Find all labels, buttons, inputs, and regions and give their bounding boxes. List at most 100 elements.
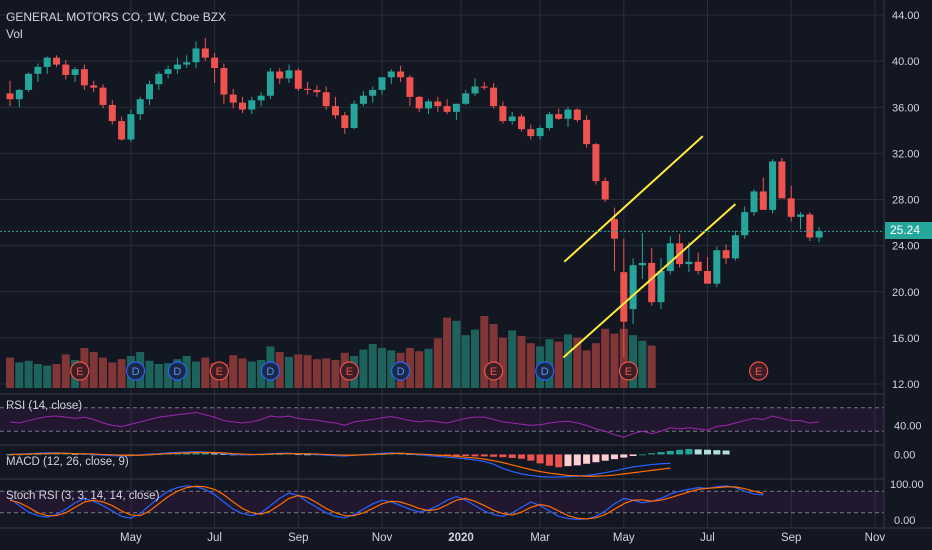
price-tick-label: 20.00 <box>892 287 920 299</box>
channel-lines[interactable] <box>562 135 737 359</box>
earnings-marker: E <box>484 361 504 381</box>
stoch-label: Stoch RSI (3, 3, 14, 14, close) <box>6 490 160 502</box>
candle-body <box>266 71 274 96</box>
candle-body <box>815 231 823 238</box>
marker-label: D <box>173 366 181 378</box>
candle-body <box>545 114 553 129</box>
time-tick-label: May <box>120 532 142 544</box>
candle-body <box>192 48 200 63</box>
candle <box>685 242 693 273</box>
volume-bar <box>15 362 24 388</box>
volume-bar <box>647 345 656 388</box>
indicator-panes <box>0 393 932 520</box>
candle-body <box>583 119 591 145</box>
marker-label: D <box>541 366 549 378</box>
volume-bar <box>424 348 433 388</box>
volume-bar <box>378 348 386 388</box>
time-tick-label: Sep <box>781 532 801 544</box>
macd-histogram-bar <box>694 449 702 455</box>
rsi-line <box>9 411 820 438</box>
volume-bar <box>591 343 600 388</box>
candle <box>229 88 237 109</box>
candle <box>490 83 498 109</box>
volume-bar <box>303 355 312 388</box>
volume-bar <box>452 320 461 388</box>
candle-body <box>25 73 33 90</box>
volume-bar <box>489 324 498 388</box>
marker-circle <box>391 361 411 381</box>
volume-bar <box>471 329 479 388</box>
candle-body <box>518 116 525 130</box>
marker-circle <box>618 361 639 381</box>
volume-bar <box>33 364 42 388</box>
candle-body <box>741 212 749 236</box>
macd-histogram-bar <box>471 454 479 457</box>
time-tick-label: 2020 <box>448 532 474 544</box>
macd-histogram-bar <box>592 454 600 463</box>
candle <box>778 157 786 199</box>
candle <box>90 80 98 93</box>
candle-body <box>285 70 293 79</box>
price-tick-label: 24.00 <box>892 241 920 253</box>
candle-body <box>90 85 98 88</box>
candle-body <box>99 87 107 105</box>
candle-body <box>118 121 126 140</box>
candle-body <box>425 101 432 109</box>
candle-body <box>173 64 181 70</box>
candle <box>499 101 507 124</box>
candle-body <box>276 71 284 79</box>
time-tick-label: Mar <box>530 532 550 544</box>
candle-body <box>248 100 256 110</box>
candle <box>378 77 386 95</box>
candle <box>359 91 367 107</box>
marker-label: D <box>266 366 274 378</box>
candle-body <box>53 57 60 65</box>
volume-bar <box>526 343 535 388</box>
volume-bar <box>24 360 33 388</box>
price-tick-label: 16.00 <box>892 333 920 345</box>
candle <box>592 142 600 185</box>
macd-histogram-bar <box>53 453 60 455</box>
candle-body <box>759 191 767 210</box>
candle-body <box>573 109 581 120</box>
macd-histogram-bar <box>499 454 507 458</box>
candle-body <box>406 77 414 97</box>
price-axis: 44.00 40.00 36.00 32.00 28.00 24.00 20.00 16.00… <box>883 0 932 550</box>
candle-body <box>694 261 702 271</box>
price-candles[interactable] <box>6 38 823 358</box>
macd-histogram-bar <box>480 454 488 457</box>
marker-label: D <box>132 366 140 378</box>
volume-bar <box>238 358 247 388</box>
volume-bar <box>108 362 117 388</box>
price-tick-label: 36.00 <box>892 102 920 114</box>
candle <box>350 100 358 130</box>
candle <box>127 109 135 142</box>
candle <box>108 100 116 125</box>
volume-bar <box>154 364 163 388</box>
volume-label: Vol <box>6 27 23 41</box>
macd-histogram-bar <box>192 452 200 455</box>
candle <box>648 247 656 306</box>
candle-body <box>369 89 377 96</box>
candle-body <box>797 214 804 217</box>
marker-circle <box>749 361 769 381</box>
candle <box>536 125 544 140</box>
candle-body <box>527 129 535 137</box>
candle-body <box>322 92 330 107</box>
volume-bar <box>201 357 210 388</box>
candle <box>71 66 79 82</box>
candle <box>787 185 795 222</box>
candle <box>294 68 302 92</box>
candle-body <box>220 68 228 95</box>
macd-histogram-bar <box>462 454 470 456</box>
macd-histogram-bar <box>294 454 302 455</box>
volume-bar <box>629 335 638 388</box>
candle <box>220 63 228 104</box>
candle-body <box>62 64 70 75</box>
volume-bar <box>145 360 154 388</box>
candle <box>118 116 126 141</box>
candle <box>555 108 563 120</box>
volume-bar <box>359 349 368 388</box>
